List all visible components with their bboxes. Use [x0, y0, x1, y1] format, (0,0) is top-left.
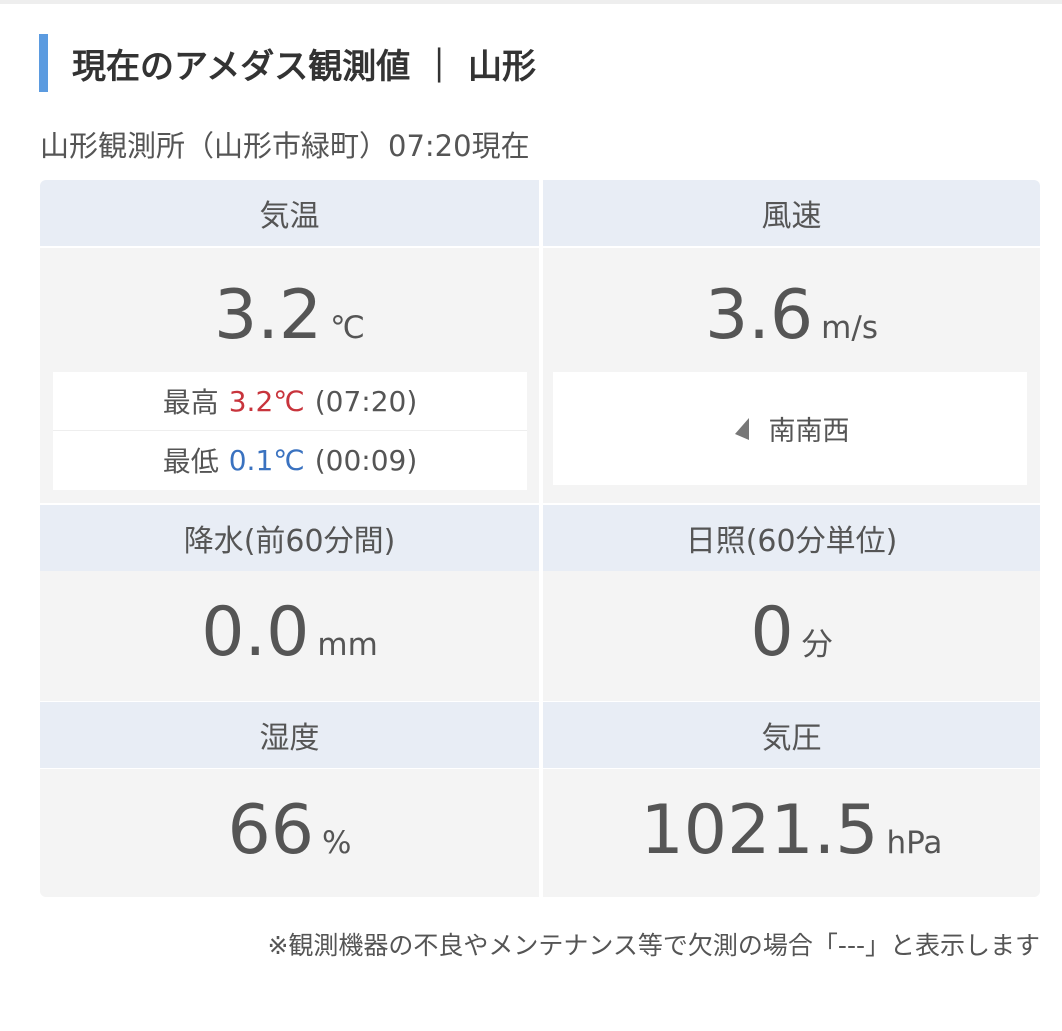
- cell-body: 66%: [40, 769, 539, 897]
- unit: 分: [801, 627, 833, 663]
- unit: %: [322, 825, 352, 861]
- direction-arrow: [734, 417, 749, 440]
- top-border: [0, 0, 1062, 4]
- max-value: 3.2℃: [228, 384, 305, 418]
- value: 0.0: [201, 593, 310, 672]
- max-row: 最高 3.2℃ (07:20): [53, 372, 527, 431]
- cell-body: 3.6 m/s 南南西: [543, 248, 1040, 503]
- value: 66: [227, 791, 315, 870]
- cell-header: 気圧: [543, 702, 1040, 768]
- value: 0: [750, 593, 794, 672]
- unit: hPa: [886, 825, 943, 861]
- note: ※観測機器の不良やメンテナンス等で欠測の場合「---」と表示します: [267, 931, 1040, 960]
- min-row: 最低 0.1℃ (00:09): [53, 431, 527, 489]
- value: 3.2: [214, 276, 323, 355]
- cell-header: 気温: [40, 180, 539, 246]
- cell-header: 湿度: [40, 702, 539, 768]
- title-accent: [39, 34, 48, 92]
- unit: ℃: [330, 310, 365, 346]
- value-wrap: 66%: [40, 791, 539, 870]
- cell-header: 日照(60分単位): [543, 505, 1040, 571]
- value: 1021.5: [640, 791, 879, 870]
- direction-box: 南南西: [553, 372, 1027, 485]
- max-label: 最高: [162, 386, 219, 419]
- direction: 南南西: [768, 416, 850, 447]
- min-label: 最低: [162, 445, 219, 478]
- max-time: (07:20): [314, 384, 418, 418]
- value-wrap: 0.0 mm: [40, 593, 539, 672]
- cell-header: 降水(前60分間): [40, 505, 539, 571]
- min-value: 0.1℃: [228, 443, 305, 477]
- cell-header: 風速: [543, 180, 1040, 246]
- subtitle: 山形観測所（山形市緑町）07:20現在: [40, 129, 530, 163]
- value: 3.6: [705, 276, 814, 355]
- unit: m/s: [821, 310, 878, 346]
- cell-body: 3.2 ℃ 最高 3.2℃ (07:20) 最低 0.1℃ (00:09): [40, 248, 539, 503]
- cell-body: 0.0 mm: [40, 571, 539, 701]
- value-wrap: 1021.5 hPa: [543, 791, 1040, 870]
- value-wrap: 3.2 ℃: [40, 276, 539, 355]
- title: 現在のアメダス観測値 ｜ 山形: [72, 47, 536, 87]
- value-wrap: 3.6 m/s: [543, 276, 1040, 355]
- cell-body: 1021.5 hPa: [543, 769, 1040, 897]
- min-time: (00:09): [314, 443, 418, 477]
- unit: mm: [317, 627, 378, 663]
- minmax-box: 最高 3.2℃ (07:20) 最低 0.1℃ (00:09): [53, 372, 527, 490]
